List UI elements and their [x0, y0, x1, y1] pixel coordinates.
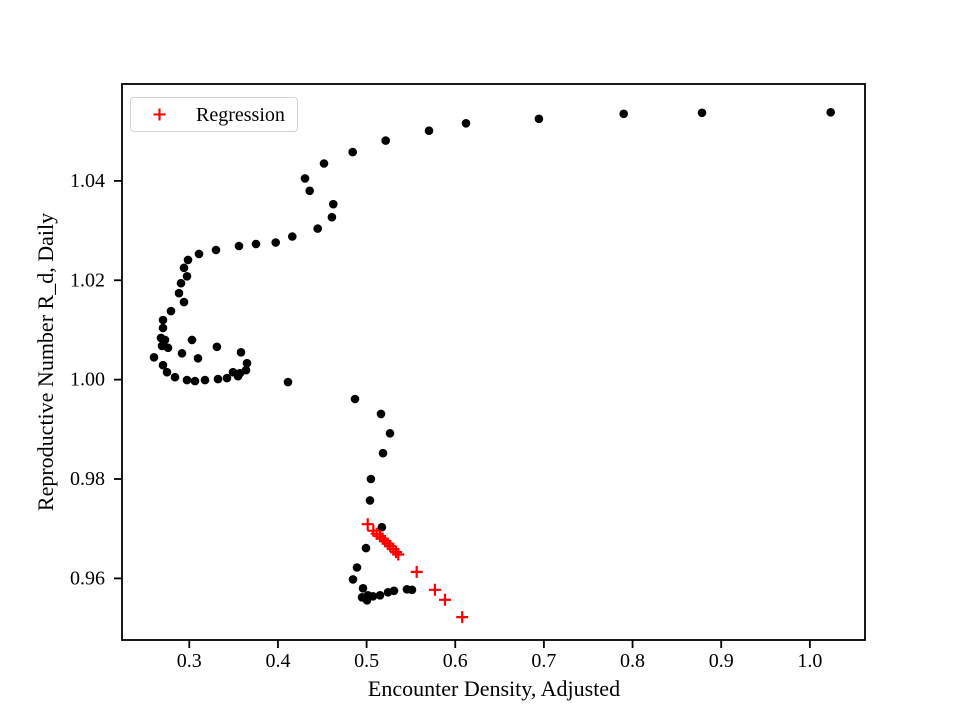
scatter-point: [288, 232, 297, 241]
scatter-point: [190, 376, 200, 386]
regression-point: [428, 583, 441, 596]
scatter-point: [179, 297, 189, 307]
legend: Regression: [130, 97, 298, 132]
y-axis-tick-label: 1.04: [70, 170, 105, 192]
scatter-point: [461, 119, 471, 128]
x-axis-tick-label: 0.6: [443, 650, 468, 672]
regression-point: [361, 518, 374, 531]
scatter-point: [234, 241, 244, 251]
scatter-point: [213, 374, 223, 384]
scatter-point: [271, 238, 281, 247]
y-axis-tick-label: 1.00: [70, 369, 105, 391]
scatter-point: [182, 375, 192, 385]
scatter-point: [179, 263, 189, 273]
scatter-point: [826, 108, 835, 117]
scatter-point: [534, 114, 544, 124]
scatter-point: [236, 348, 246, 357]
scatter-point: [211, 245, 221, 255]
scatter-point: [385, 429, 395, 438]
scatter-point: [149, 353, 159, 362]
plot-area-frame: [121, 83, 866, 641]
scatter-point: [212, 342, 222, 352]
regression-point: [410, 565, 423, 578]
scatter-point: [381, 136, 391, 145]
y-axis-tick-label: 0.98: [70, 468, 105, 490]
regression-point: [390, 546, 402, 559]
scatter-point: [177, 349, 187, 358]
scatter-point: [319, 159, 329, 168]
scatter-point: [176, 278, 186, 288]
scatter-point: [193, 354, 203, 363]
x-axis-tick-label: 0.4: [265, 650, 290, 672]
scatter-point: [222, 373, 232, 383]
scatter-point: [313, 224, 323, 233]
scatter-point: [228, 367, 238, 377]
scatter-point: [200, 375, 210, 385]
scatter-point: [305, 186, 315, 196]
x-axis-tick-label: 0.8: [620, 650, 645, 672]
x-axis-tick-label: 0.7: [531, 650, 556, 672]
scatter-point: [366, 474, 376, 484]
scatter-point: [174, 288, 184, 298]
legend-label: Regression: [196, 103, 285, 126]
scatter-point: [375, 591, 385, 600]
scatter-point: [182, 272, 192, 281]
y-axis-tick-label: 0.96: [70, 567, 105, 589]
scatter-point: [358, 584, 368, 593]
scatter-point: [241, 365, 251, 375]
regression-point: [439, 593, 451, 606]
x-axis-tick-label: 0.9: [709, 650, 734, 672]
scatter-point: [163, 343, 173, 353]
scatter-point: [361, 543, 371, 553]
scatter-point: [300, 174, 310, 183]
scatter-point: [187, 335, 197, 345]
scatter-point: [166, 306, 176, 316]
scatter-point: [368, 592, 378, 601]
scatter-point: [170, 372, 180, 382]
x-axis-label: Encounter Density, Adjusted: [367, 675, 621, 701]
scatter-point: [329, 199, 338, 209]
scatter-point: [348, 147, 358, 157]
scatter-point: [348, 575, 358, 584]
scatter-point: [350, 394, 360, 404]
scatter-point: [424, 126, 434, 135]
scatter-point: [327, 212, 337, 222]
scatter-point: [376, 409, 386, 419]
scatter-point: [158, 360, 168, 370]
x-axis-tick-label: 1.0: [797, 650, 822, 672]
scatter-point: [194, 249, 204, 259]
scatter-point: [158, 315, 168, 325]
regression-point: [392, 548, 405, 561]
scatter-point: [378, 448, 388, 458]
plus-icon: [153, 108, 166, 121]
scatter-point: [183, 255, 193, 265]
scatter-point: [619, 109, 628, 119]
scatter-point: [365, 496, 375, 505]
y-axis-label: Reproductive Number R_d, Daily: [33, 212, 58, 512]
x-axis-tick-label: 0.3: [177, 650, 202, 672]
scatter-point: [158, 323, 168, 333]
scatter-point: [377, 522, 387, 532]
scatter-point: [283, 377, 293, 387]
scatter-point: [242, 358, 252, 368]
y-axis-tick-label: 1.02: [70, 269, 105, 291]
x-axis-tick-label: 0.5: [354, 650, 379, 672]
scatter-point: [352, 563, 362, 572]
scatter-point: [162, 367, 172, 377]
regression-point: [456, 611, 469, 624]
regression-point: [381, 537, 394, 550]
scatter-point: [407, 585, 417, 595]
regression-plus-marker-icon: [153, 108, 166, 121]
scatter-point: [697, 108, 707, 118]
scatter-point: [389, 586, 399, 596]
scatter-point: [251, 239, 261, 249]
